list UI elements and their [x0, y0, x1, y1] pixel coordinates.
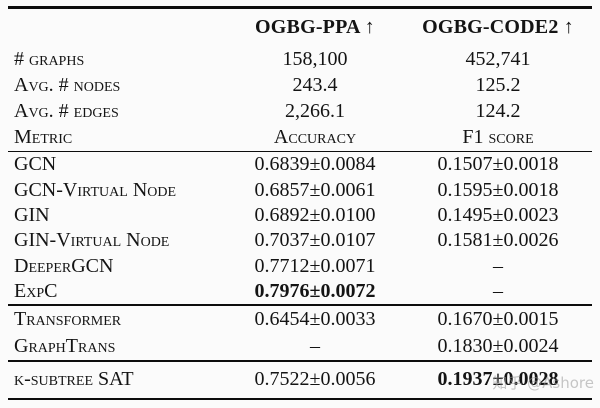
- code2-value: 452,741: [465, 48, 531, 70]
- ppa-value: 0.7976±0.0072: [254, 280, 376, 303]
- table-mid-rule: [8, 360, 592, 362]
- row-label: DeeperGCN: [14, 254, 114, 277]
- column-header-ogbg-code2: OGBG-CODE2 ↑: [422, 16, 574, 38]
- code2-value: 124.2: [475, 100, 521, 122]
- code2-value: F1 score: [462, 126, 534, 148]
- ppa-value: –: [310, 335, 320, 358]
- code2-value: 0.1830±0.0024: [437, 335, 559, 358]
- code2-value: –: [493, 280, 503, 303]
- row-label: ExpC: [14, 280, 58, 303]
- row-label: GCN-Virtual Node: [14, 178, 177, 201]
- code2-value: 0.1507±0.0018: [437, 153, 559, 176]
- row-label: # graphs: [14, 48, 85, 70]
- ppa-value: Accuracy: [273, 126, 357, 148]
- code2-value: 0.1937±0.0028: [437, 368, 559, 391]
- table-mid-rule: [8, 150, 592, 153]
- table-row: GIN-Virtual Node 0.7037±0.0107 0.1581±0.…: [0, 228, 600, 253]
- table-header-row: OGBG-PPA ↑ OGBG-CODE2 ↑: [0, 9, 600, 47]
- row-label: GIN: [14, 204, 50, 227]
- ppa-value: 0.6839±0.0084: [254, 153, 376, 176]
- row-label: Avg. # edges: [14, 100, 119, 122]
- table-bottom-rule: [8, 397, 592, 400]
- ppa-value: 243.4: [292, 74, 338, 96]
- ppa-value: 0.7522±0.0056: [254, 368, 376, 391]
- table-row: Metric Accuracy F1 score: [0, 125, 600, 151]
- table-row: Avg. # edges 2,266.1 124.2: [0, 99, 600, 125]
- code2-value: 0.1495±0.0023: [437, 204, 559, 227]
- table-row: GraphTrans – 0.1830±0.0024: [0, 333, 600, 360]
- table-row: k-subtree SAT 0.7522±0.0056 0.1937±0.002…: [0, 362, 600, 398]
- table-row: # graphs 158,100 452,741: [0, 47, 600, 73]
- row-label: Transformer: [14, 308, 122, 331]
- code2-value: 0.1670±0.0015: [437, 308, 559, 331]
- code2-value: –: [493, 254, 503, 277]
- table-row: Avg. # nodes 243.4 125.2: [0, 73, 600, 99]
- row-label: GIN-Virtual Node: [14, 229, 170, 252]
- table-mid-rule: [8, 304, 592, 307]
- row-label: k-subtree SAT: [14, 368, 134, 391]
- ppa-value: 0.6857±0.0061: [254, 178, 376, 201]
- table-row: DeeperGCN 0.7712±0.0071 –: [0, 254, 600, 279]
- table-row: GIN 0.6892±0.0100 0.1495±0.0023: [0, 203, 600, 228]
- table-row: GCN-Virtual Node 0.6857±0.0061 0.1595±0.…: [0, 177, 600, 202]
- ppa-value: 2,266.1: [285, 100, 345, 122]
- ppa-value: 0.7037±0.0107: [254, 229, 376, 252]
- code2-value: 125.2: [475, 74, 521, 96]
- ppa-value: 0.6892±0.0100: [254, 204, 376, 227]
- table-row: ExpC 0.7976±0.0072 –: [0, 279, 600, 304]
- table-row: Transformer 0.6454±0.0033 0.1670±0.0015: [0, 306, 600, 333]
- row-label: GCN: [14, 153, 57, 176]
- code2-value: 0.1595±0.0018: [437, 178, 559, 201]
- row-label: Metric: [14, 126, 73, 148]
- ppa-value: 158,100: [282, 48, 348, 70]
- row-label: GraphTrans: [14, 335, 116, 358]
- table-row: GCN 0.6839±0.0084 0.1507±0.0018: [0, 152, 600, 177]
- ppa-value: 0.7712±0.0071: [254, 254, 376, 277]
- code2-value: 0.1581±0.0026: [437, 229, 559, 252]
- column-header-ogbg-ppa: OGBG-PPA ↑: [255, 16, 375, 38]
- table-top-rule: [8, 6, 592, 9]
- row-label: Avg. # nodes: [14, 74, 121, 96]
- ppa-value: 0.6454±0.0033: [254, 308, 376, 331]
